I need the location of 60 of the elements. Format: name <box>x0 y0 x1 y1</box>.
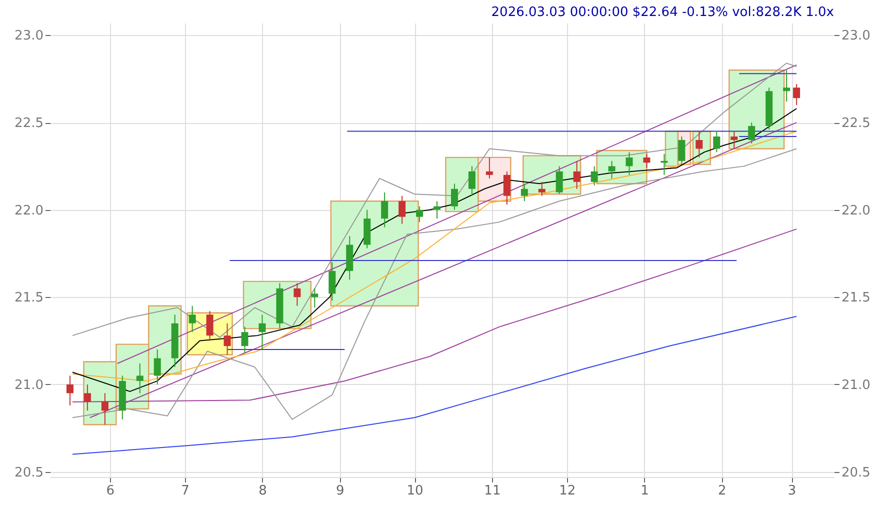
candlestick <box>154 349 161 385</box>
candlestick <box>696 130 703 158</box>
candlestick <box>793 84 800 106</box>
candlestick <box>556 166 563 195</box>
chart-title: 2026.03.03 00:00:00 $22.64 -0.13% vol:828.2K 1.0x <box>491 5 834 20</box>
x-tick-label: 11 <box>484 484 501 498</box>
y2-tick-label: 21.5 <box>842 290 870 306</box>
y-tick-label: 23.0 <box>14 28 44 44</box>
candlestick <box>101 392 108 426</box>
x-tick-label: 1 <box>640 484 649 498</box>
line-series <box>72 316 798 455</box>
candlestick <box>538 181 546 196</box>
x-tick-label: 8 <box>258 484 267 498</box>
candlestick <box>328 262 336 302</box>
candlestick <box>311 288 318 308</box>
candlestick <box>416 206 424 223</box>
x-tick-label: 6 <box>106 484 115 498</box>
candlestick <box>503 170 510 206</box>
y-tick-label: 22.5 <box>14 116 44 132</box>
candlestick <box>520 183 528 202</box>
y2-tick-label: 22.0 <box>842 203 870 218</box>
candlestick <box>590 166 598 186</box>
y2-tick-label: 20.5 <box>842 465 870 480</box>
y-tick-label: 20.5 <box>14 465 44 480</box>
candlestick <box>258 314 266 350</box>
x-tick-label: 2 <box>718 484 726 498</box>
x-tick-label: 3 <box>788 484 796 498</box>
y2-tick-label: 22.5 <box>842 116 870 132</box>
x-tick-label: 7 <box>181 484 190 498</box>
candlestick <box>486 156 493 179</box>
candlestick <box>626 152 633 176</box>
candlestick <box>294 282 301 306</box>
candlestick <box>748 122 756 144</box>
candlestick <box>643 153 650 168</box>
candlestick <box>241 326 248 354</box>
candlestick <box>381 192 388 228</box>
candlestick <box>434 200 441 220</box>
y2-tick-label: 21.0 <box>842 378 870 393</box>
candlestick <box>573 160 580 190</box>
x-tick-label: 12 <box>559 484 576 498</box>
candlestick <box>730 130 738 150</box>
candlestick <box>84 384 91 412</box>
candlestick <box>188 305 196 333</box>
candlestick <box>608 160 616 179</box>
x-tick-label: 9 <box>336 484 344 498</box>
candlestick <box>678 136 686 165</box>
y-tick-label: 21.5 <box>14 290 44 306</box>
candlestick <box>783 70 790 102</box>
y-tick-label: 22.0 <box>14 203 44 218</box>
candlestick <box>468 166 476 196</box>
y2-tick-label: 23.0 <box>842 28 870 44</box>
candlestick <box>66 375 74 406</box>
x-tick-label: 10 <box>406 484 424 498</box>
candlestick <box>398 195 406 224</box>
y-tick-label: 21.0 <box>14 378 44 393</box>
candlestick <box>713 130 720 153</box>
candlestick <box>224 322 231 356</box>
candlestick <box>450 183 458 210</box>
candlestick <box>136 363 144 394</box>
candlestick <box>206 310 214 342</box>
